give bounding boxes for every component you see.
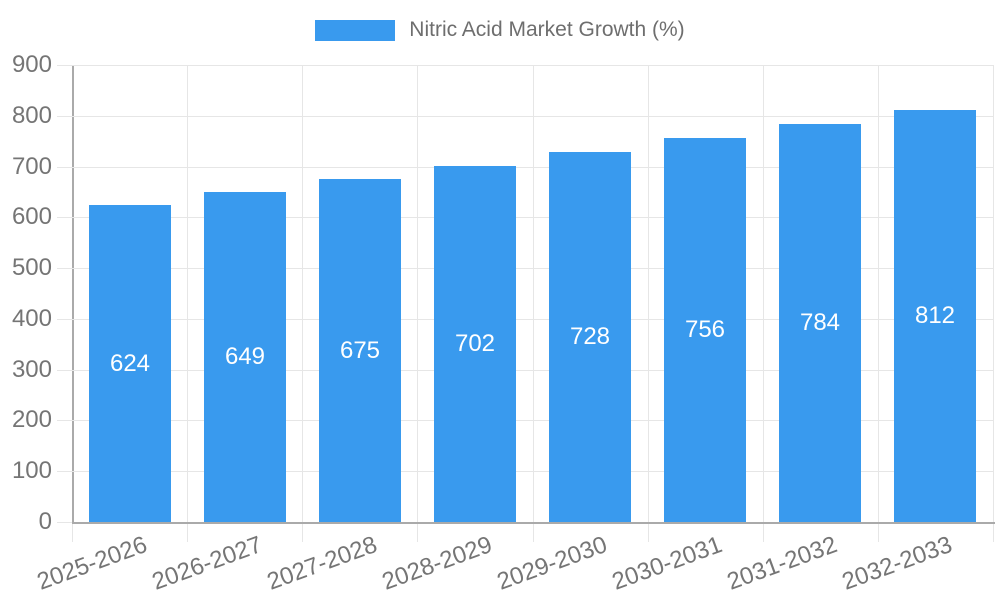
y-axis-tick [57,370,72,371]
y-axis-tick [57,471,72,472]
gridline-horizontal [72,319,993,320]
y-axis-tick [57,116,72,117]
y-axis-tick-label: 800 [11,102,52,129]
y-axis-tick-label: 300 [11,356,52,383]
x-axis-tick-label: 2029-2030 [493,531,611,596]
x-axis-tick [72,524,73,542]
y-axis-tick [57,167,72,168]
x-axis-tick-label: 2032-2033 [838,531,956,596]
x-axis-tick [302,524,303,542]
gridline-vertical [993,65,994,522]
bar[interactable]: 702 [434,166,516,522]
x-axis-tick [878,524,879,542]
y-axis-tick-label: 200 [11,406,52,433]
y-axis-tick [57,522,72,523]
y-axis-tick-label: 500 [11,254,52,281]
gridline-horizontal [72,370,993,371]
bar-value-label: 756 [684,316,726,343]
y-axis-tick [57,319,72,320]
gridline-vertical [878,65,879,522]
x-axis-tick [763,524,764,542]
bar-value-label: 675 [339,336,381,364]
bar[interactable]: 756 [664,138,746,522]
bar[interactable]: 812 [894,110,976,522]
x-axis-tick-label: 2025-2026 [33,531,151,596]
x-axis-tick-label: 2030-2031 [608,531,726,596]
y-axis-tick-label: 900 [11,51,52,78]
x-axis-tick [648,524,649,542]
x-axis-tick-label: 2031-2032 [723,531,841,596]
bar-value-label: 624 [109,349,151,377]
bar[interactable]: 624 [89,205,171,522]
x-axis-tick-label: 2026-2027 [148,531,266,596]
legend-swatch[interactable] [315,19,396,41]
y-axis-tick [57,268,72,269]
gridline-vertical [417,65,418,522]
y-axis-tick-label: 100 [11,457,52,484]
x-axis-tick-label: 2027-2028 [263,531,381,596]
y-axis-tick [57,217,72,218]
bar[interactable]: 728 [549,152,631,522]
gridline-horizontal [72,217,993,218]
y-axis-tick [57,420,72,421]
gridline-vertical [533,65,534,522]
x-axis-tick-label: 2028-2029 [378,531,496,596]
bar-value-label: 702 [454,330,496,357]
bar-value-label: 728 [569,323,611,350]
x-axis-tick [993,524,994,542]
bar[interactable]: 784 [779,124,861,522]
x-axis-tick [417,524,418,542]
legend[interactable]: Nitric Acid Market Growth (%) [0,18,1000,42]
y-axis-tick-label: 0 [38,508,52,535]
gridline-vertical [187,65,188,522]
bar-value-label: 812 [914,302,956,329]
gridline-horizontal [72,420,993,421]
bar[interactable]: 649 [204,192,286,522]
bar-value-label: 784 [799,309,841,336]
x-axis-tick [187,524,188,542]
plot-area [72,65,995,524]
gridline-vertical [648,65,649,522]
gridline-horizontal [72,471,993,472]
gridline-horizontal [72,65,993,66]
x-axis-tick [533,524,534,542]
gridline-vertical [302,65,303,522]
bar[interactable]: 675 [319,179,401,522]
y-axis-tick-label: 400 [11,305,52,332]
gridline-horizontal [72,116,993,117]
y-axis-tick-label: 700 [11,153,52,180]
y-axis-tick-label: 600 [11,203,52,230]
y-axis-tick [57,65,72,66]
legend-label[interactable]: Nitric Acid Market Growth (%) [409,18,685,41]
gridline-vertical [763,65,764,522]
gridline-horizontal [72,268,993,269]
bar-value-label: 649 [224,343,266,370]
gridline-horizontal [72,167,993,168]
